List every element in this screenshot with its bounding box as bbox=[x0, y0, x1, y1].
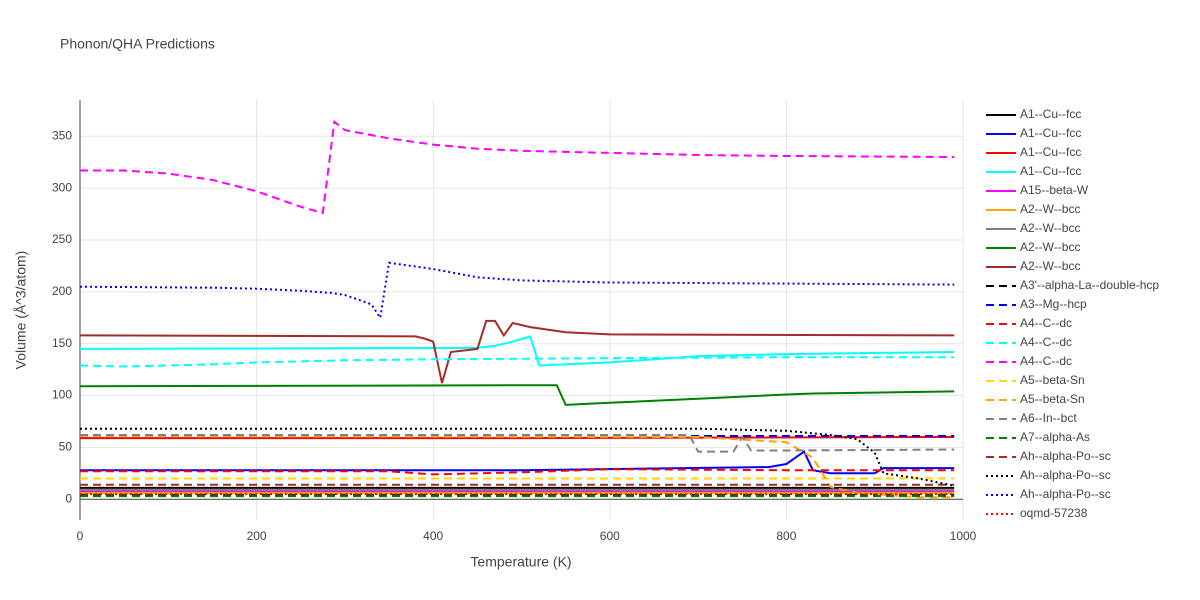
series-line bbox=[79, 335, 955, 367]
legend-label: A3--Mg--hcp bbox=[1020, 297, 1087, 311]
x-tick-label: 200 bbox=[247, 529, 267, 543]
y-tick-label: 300 bbox=[52, 180, 72, 194]
legend-label: A6--In--bct bbox=[1020, 411, 1077, 425]
x-tick-label: 1000 bbox=[950, 529, 977, 543]
series-line bbox=[79, 356, 955, 368]
x-tick-label: 800 bbox=[776, 529, 796, 543]
y-tick-label: 0 bbox=[65, 491, 72, 505]
series-line bbox=[80, 427, 955, 487]
legend-label: A2--W--bcc bbox=[1020, 202, 1080, 216]
legend-label: A1--Cu--fcc bbox=[1020, 107, 1081, 121]
legend-label: A2--W--bcc bbox=[1020, 221, 1080, 235]
series-line bbox=[80, 119, 955, 215]
chart-title: Phonon/QHA Predictions bbox=[60, 36, 215, 52]
legend-label: A5--beta-Sn bbox=[1020, 392, 1085, 406]
y-tick-label: 100 bbox=[52, 388, 72, 402]
legend-label: A7--alpha-As bbox=[1020, 430, 1090, 444]
y-tick-label: 150 bbox=[52, 336, 72, 350]
legend-label: Ah--alpha-Po--sc bbox=[1020, 487, 1111, 501]
y-tick-label: 250 bbox=[52, 232, 72, 246]
y-tick-label: 200 bbox=[52, 284, 72, 298]
legend-label: A2--W--bcc bbox=[1020, 240, 1080, 254]
legend-label: A4--C--dc bbox=[1020, 335, 1072, 349]
series-line bbox=[80, 436, 955, 440]
series-line bbox=[79, 261, 955, 321]
x-tick-label: 400 bbox=[423, 529, 443, 543]
y-tick-label: 350 bbox=[52, 128, 72, 142]
series-line bbox=[79, 319, 955, 384]
x-tick-label: 600 bbox=[600, 529, 620, 543]
legend-label: oqmd-57238 bbox=[1020, 506, 1088, 520]
legend-label: Ah--alpha-Po--sc bbox=[1020, 449, 1111, 463]
y-tick-label: 50 bbox=[59, 440, 73, 454]
legend-label: A2--W--bcc bbox=[1020, 259, 1080, 273]
x-tick-label: 0 bbox=[77, 529, 84, 543]
legend-label: A4--C--dc bbox=[1020, 354, 1072, 368]
legend-label: A15--beta-W bbox=[1020, 183, 1089, 197]
legend-label: A4--C--dc bbox=[1020, 316, 1072, 330]
legend-label: A1--Cu--fcc bbox=[1020, 126, 1081, 140]
legend-label: A5--beta-Sn bbox=[1020, 373, 1085, 387]
legend-label: Ah--alpha-Po--sc bbox=[1020, 468, 1111, 482]
legend-label: A1--Cu--fcc bbox=[1020, 164, 1081, 178]
series-line bbox=[80, 434, 955, 453]
series-line bbox=[79, 435, 955, 499]
x-axis-title: Temperature (K) bbox=[470, 554, 571, 570]
y-axis-title: Volume (Å^3/atom) bbox=[13, 251, 29, 370]
legend-label: A1--Cu--fcc bbox=[1020, 145, 1081, 159]
series-line bbox=[80, 468, 955, 476]
series-line bbox=[79, 384, 955, 406]
legend-label: A3'--alpha-La--double-hcp bbox=[1020, 278, 1159, 292]
